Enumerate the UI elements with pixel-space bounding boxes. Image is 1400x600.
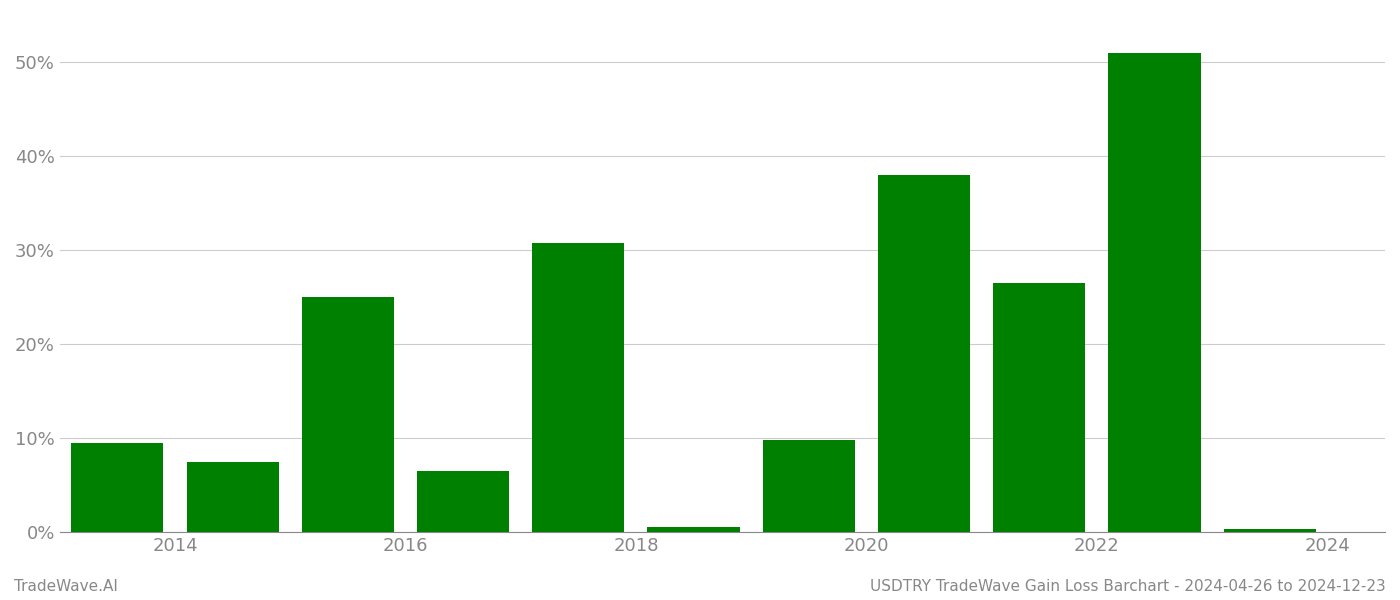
Bar [1109,53,1201,532]
Bar [532,244,624,532]
Bar [417,471,510,532]
Bar [878,175,970,532]
Bar [993,283,1085,532]
Text: TradeWave.AI: TradeWave.AI [14,579,118,594]
Bar [302,297,393,532]
Text: USDTRY TradeWave Gain Loss Barchart - 2024-04-26 to 2024-12-23: USDTRY TradeWave Gain Loss Barchart - 20… [871,579,1386,594]
Bar [71,443,164,532]
Bar [1224,529,1316,532]
Bar [186,461,279,532]
Bar [647,527,739,532]
Bar [763,440,855,532]
